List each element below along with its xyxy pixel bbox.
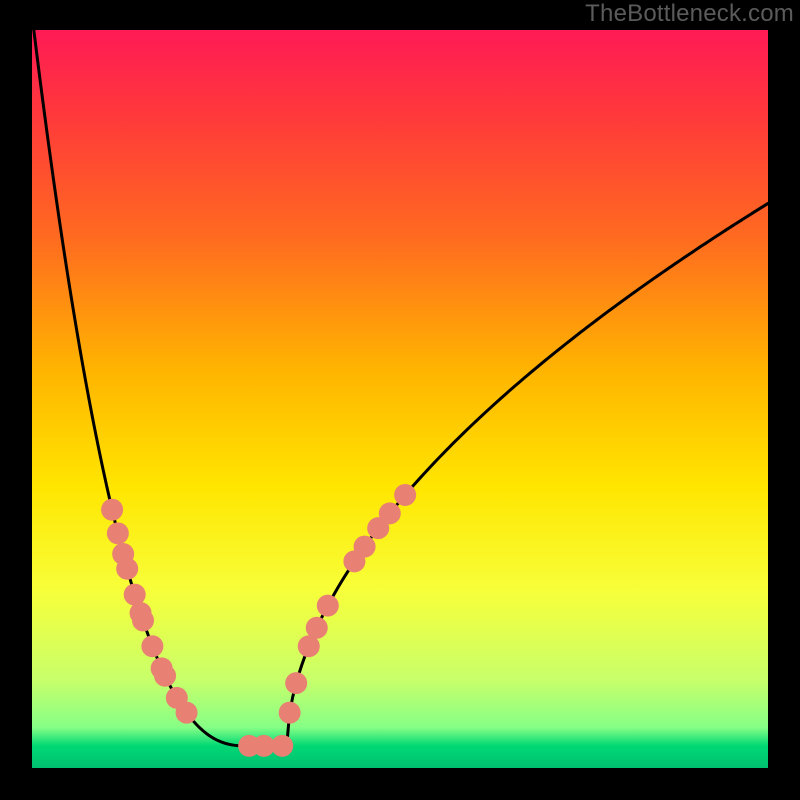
- bottleneck-chart: [0, 0, 800, 800]
- watermark-text: TheBottleneck.com: [585, 0, 794, 28]
- data-marker: [298, 635, 320, 657]
- data-marker: [279, 702, 301, 724]
- data-marker: [141, 635, 163, 657]
- data-marker: [116, 558, 138, 580]
- data-marker: [101, 499, 123, 521]
- data-marker: [317, 595, 339, 617]
- data-marker: [176, 702, 198, 724]
- data-marker: [394, 484, 416, 506]
- data-marker: [343, 550, 365, 572]
- plot-background: [32, 30, 768, 768]
- data-marker: [107, 522, 129, 544]
- data-marker: [271, 735, 293, 757]
- data-marker: [285, 672, 307, 694]
- data-marker: [367, 517, 389, 539]
- data-marker: [154, 665, 176, 687]
- data-marker: [132, 609, 154, 631]
